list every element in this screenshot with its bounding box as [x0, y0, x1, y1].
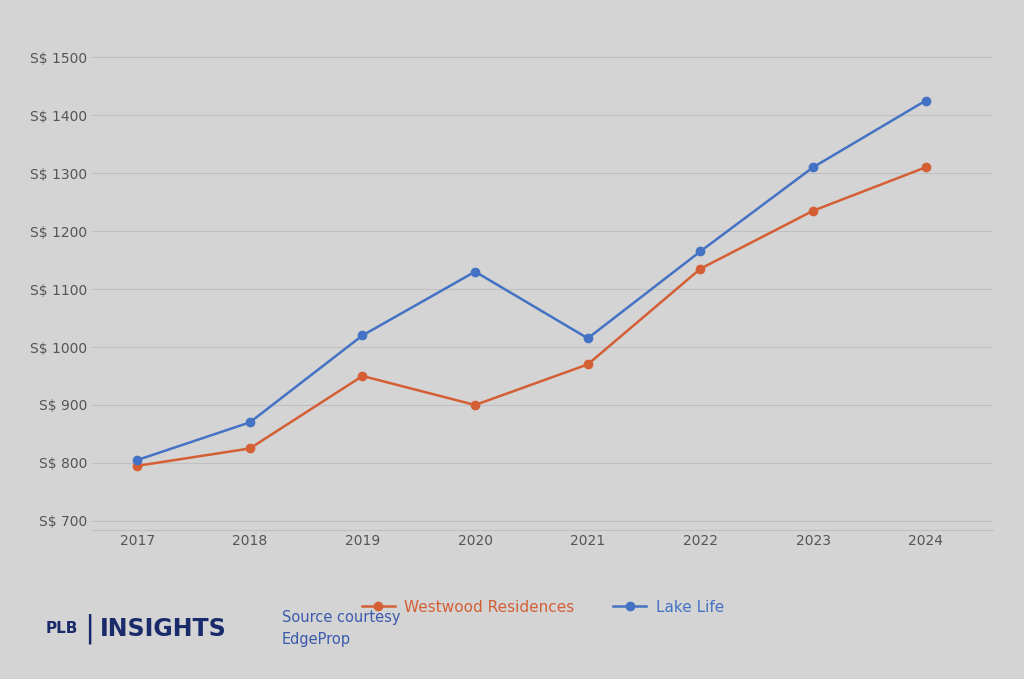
Text: INSIGHTS: INSIGHTS	[100, 617, 227, 640]
Text: PLB: PLB	[46, 621, 79, 636]
Text: Source courtesy
EdgeProp: Source courtesy EdgeProp	[282, 610, 400, 647]
Legend: Westwood Residences, Lake Life: Westwood Residences, Lake Life	[355, 594, 730, 621]
Text: |: |	[84, 613, 94, 644]
